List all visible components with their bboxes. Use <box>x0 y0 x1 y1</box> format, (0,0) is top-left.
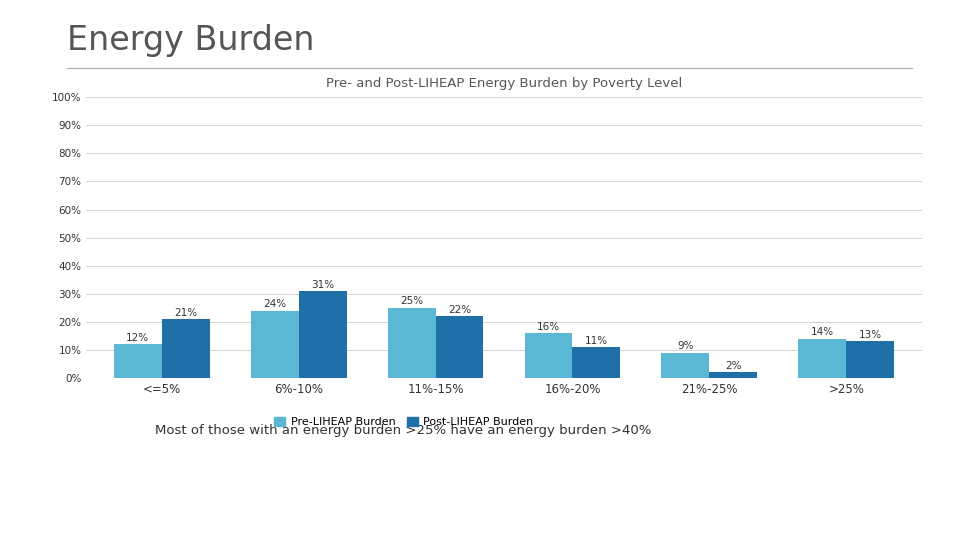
Text: 16%: 16% <box>537 322 560 332</box>
Bar <box>524 333 572 378</box>
Bar <box>709 373 757 378</box>
Text: 24%: 24% <box>263 299 286 309</box>
Text: 22%: 22% <box>448 305 471 315</box>
Text: 25%: 25% <box>400 296 423 306</box>
Text: 2%: 2% <box>725 361 741 371</box>
Bar <box>161 319 209 378</box>
Bar <box>299 291 347 378</box>
Text: Energy Burden: Energy Burden <box>67 24 315 57</box>
Bar <box>251 310 299 378</box>
Bar <box>436 316 484 378</box>
Bar <box>572 347 620 378</box>
Title: Pre- and Post-LIHEAP Energy Burden by Poverty Level: Pre- and Post-LIHEAP Energy Burden by Po… <box>325 77 683 91</box>
Text: 12%: 12% <box>126 333 150 343</box>
Text: Most of those with an energy burden >25% have an energy burden >40%: Most of those with an energy burden >25%… <box>156 424 652 437</box>
Bar <box>847 341 894 378</box>
Bar <box>799 339 847 378</box>
Text: 13%: 13% <box>858 330 882 340</box>
Legend: Pre-LIHEAP Burden, Post-LIHEAP Burden: Pre-LIHEAP Burden, Post-LIHEAP Burden <box>270 412 538 431</box>
Text: 14%: 14% <box>811 327 834 338</box>
Text: 11%: 11% <box>585 336 608 346</box>
Text: 9%: 9% <box>677 341 694 352</box>
Bar <box>661 353 709 378</box>
Text: 21%: 21% <box>174 308 197 318</box>
Bar <box>388 308 436 378</box>
Bar <box>114 345 161 378</box>
Text: 31%: 31% <box>311 280 334 289</box>
